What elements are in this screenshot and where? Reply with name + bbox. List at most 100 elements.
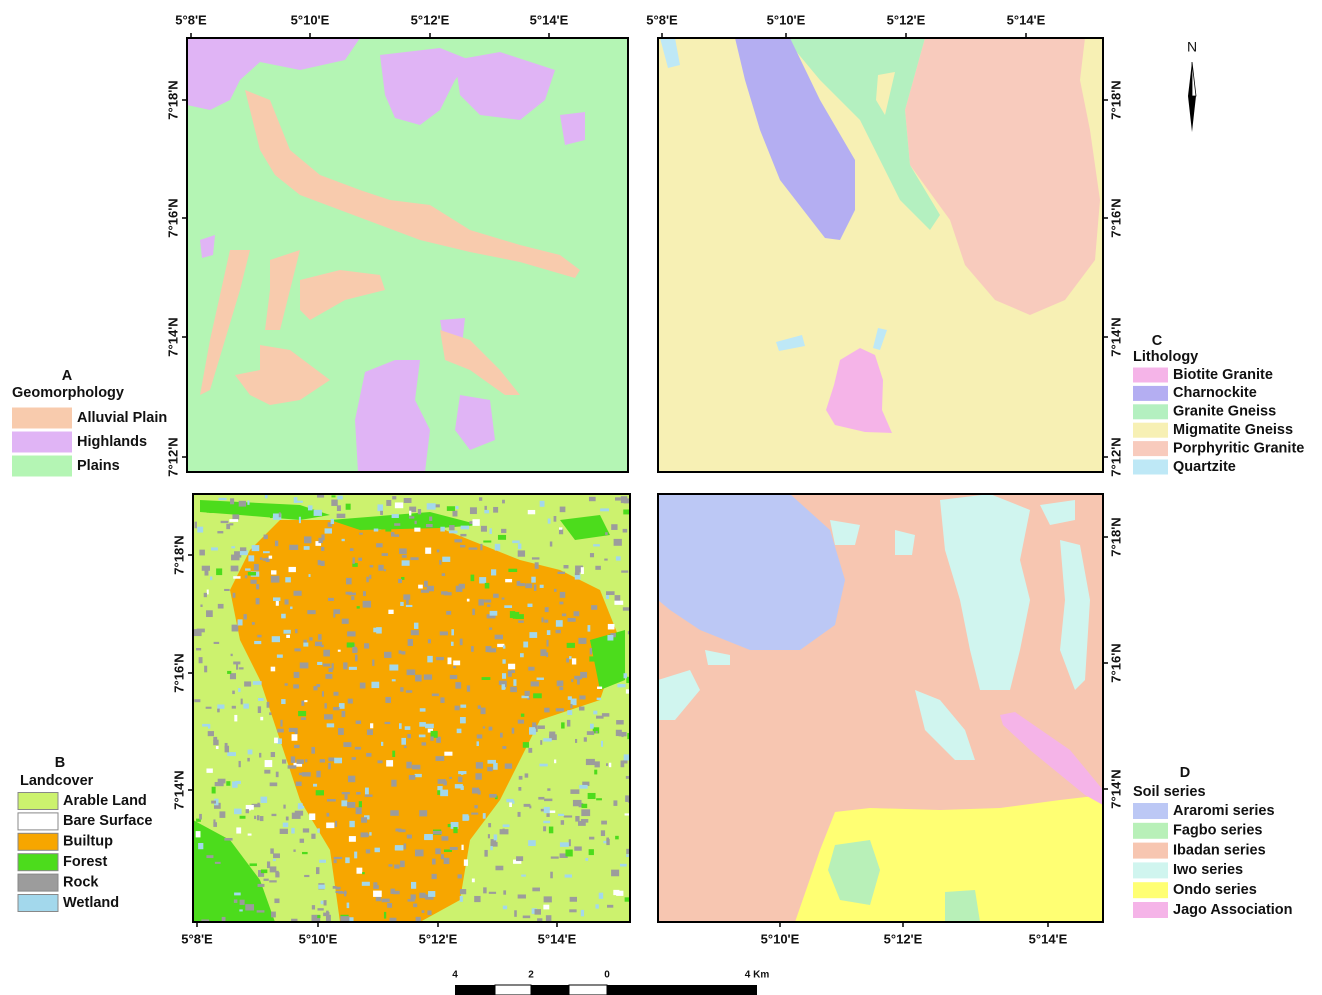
- lon-label: 5°10'E: [767, 12, 806, 27]
- texture: [245, 568, 251, 570]
- texture: [564, 815, 572, 817]
- texture: [230, 498, 234, 504]
- texture: [371, 682, 379, 688]
- texture: [489, 794, 496, 798]
- texture: [358, 558, 362, 561]
- texture: [385, 722, 391, 724]
- texture: [623, 760, 627, 764]
- texture: [503, 829, 505, 831]
- texture: [215, 782, 224, 786]
- texture: [198, 843, 203, 849]
- texture: [355, 655, 358, 662]
- texture: [260, 557, 262, 560]
- texture: [360, 683, 366, 689]
- panel-letter: D: [1180, 765, 1190, 781]
- lon-label: 5°12'E: [884, 931, 923, 946]
- texture: [446, 611, 451, 615]
- texture: [490, 528, 492, 534]
- texture: [435, 504, 440, 507]
- texture: [296, 759, 303, 763]
- texture: [533, 693, 542, 698]
- texture: [613, 800, 617, 806]
- texture: [613, 890, 619, 895]
- texture: [599, 893, 603, 899]
- texture: [271, 752, 275, 757]
- texture: [286, 817, 289, 821]
- texture: [240, 547, 246, 551]
- texture: [575, 816, 579, 822]
- texture: [528, 748, 532, 753]
- legend-title: Soil series: [1133, 784, 1206, 800]
- lat-label: 7°14'N: [1108, 769, 1123, 808]
- texture: [304, 536, 311, 543]
- texture: [503, 824, 510, 827]
- texture: [303, 828, 309, 832]
- texture: [427, 503, 436, 509]
- north-label: N: [1187, 39, 1197, 55]
- texture: [381, 742, 383, 746]
- texture: [309, 813, 315, 820]
- texture: [275, 871, 278, 873]
- texture: [437, 549, 440, 552]
- texture: [565, 874, 572, 877]
- texture: [449, 531, 458, 534]
- texture: [432, 874, 437, 879]
- texture: [299, 773, 308, 776]
- scale-label: 0: [604, 970, 610, 981]
- texture: [502, 659, 505, 663]
- texture: [518, 894, 526, 898]
- texture: [616, 730, 622, 736]
- texture: [248, 572, 256, 576]
- texture: [508, 671, 512, 677]
- legend-swatch: [1133, 882, 1168, 898]
- texture: [327, 813, 330, 817]
- texture: [260, 717, 263, 720]
- texture: [479, 577, 486, 583]
- legend-swatch: [1133, 460, 1168, 475]
- texture: [502, 684, 505, 690]
- texture: [586, 759, 595, 765]
- texture: [292, 734, 298, 741]
- texture: [440, 631, 448, 635]
- texture: [384, 569, 386, 571]
- texture: [428, 639, 431, 643]
- texture: [303, 643, 308, 647]
- texture: [264, 879, 269, 881]
- legend-swatch: [1133, 862, 1168, 878]
- lat-label: 7°14'N: [171, 770, 186, 809]
- texture: [219, 811, 225, 818]
- texture: [248, 833, 252, 835]
- texture: [487, 767, 492, 771]
- legend-label: Biotite Granite: [1173, 367, 1273, 383]
- texture: [623, 529, 628, 533]
- texture: [488, 834, 490, 838]
- texture: [461, 526, 469, 530]
- texture: [558, 814, 564, 816]
- lat-label: 7°18'N: [1108, 80, 1123, 119]
- texture: [569, 839, 571, 846]
- texture: [390, 810, 399, 816]
- texture: [282, 759, 286, 763]
- texture: [556, 630, 561, 633]
- texture: [342, 619, 349, 624]
- texture: [400, 687, 403, 691]
- texture: [438, 779, 446, 784]
- texture: [447, 506, 455, 511]
- texture: [483, 887, 486, 893]
- texture: [489, 727, 493, 731]
- texture: [559, 687, 563, 690]
- texture: [277, 729, 284, 733]
- texture: [370, 565, 374, 567]
- texture: [384, 912, 386, 919]
- texture: [324, 900, 327, 905]
- texture: [590, 648, 592, 654]
- texture: [295, 629, 297, 633]
- texture: [299, 517, 301, 523]
- texture: [318, 634, 322, 640]
- texture: [589, 849, 594, 855]
- texture: [254, 641, 261, 644]
- texture: [224, 589, 230, 591]
- texture: [625, 795, 629, 802]
- texture: [546, 652, 548, 657]
- texture: [503, 645, 505, 648]
